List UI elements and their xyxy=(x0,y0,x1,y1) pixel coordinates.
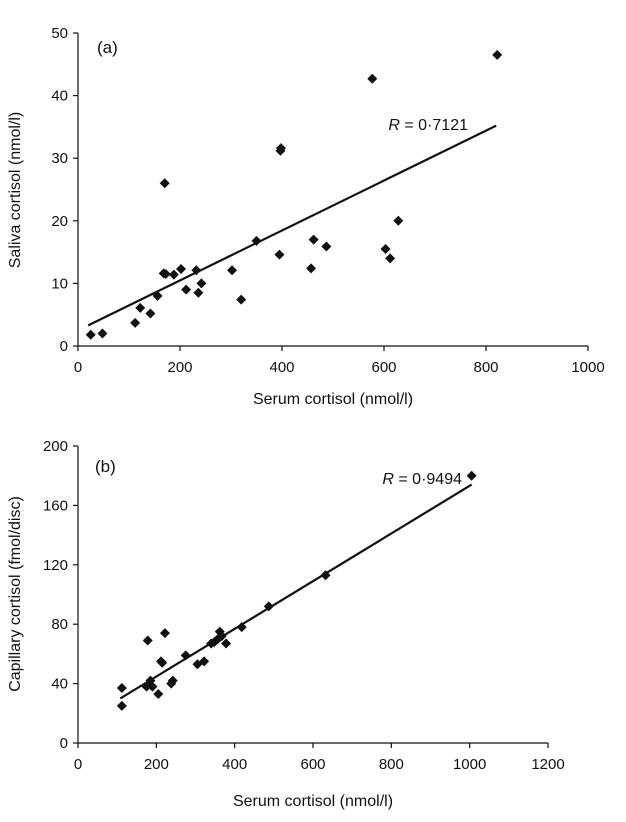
y-tick-label-a: 20 xyxy=(51,213,68,230)
data-point-b xyxy=(199,656,210,667)
panel-label-a: (a) xyxy=(97,38,118,57)
panel-label-b: (b) xyxy=(95,457,116,476)
r-value-b: = 0·9494 xyxy=(394,471,462,488)
y-axis-title-b: Capillary cortisol (fmol/disc) xyxy=(7,496,24,692)
y-tick-label-b: 120 xyxy=(43,557,68,574)
data-point-a xyxy=(160,269,171,280)
data-point-b xyxy=(320,570,331,581)
data-point-a xyxy=(492,49,503,60)
data-point-a xyxy=(306,263,317,274)
data-point-b xyxy=(216,631,227,642)
r-value-annotation-b: R = 0·9494 xyxy=(382,471,462,488)
x-tick-label-b: 400 xyxy=(222,756,247,773)
data-point-b xyxy=(153,688,164,699)
data-point-b xyxy=(221,638,232,649)
data-point-b xyxy=(116,683,127,694)
y-tick-label-a: 30 xyxy=(51,150,68,167)
data-point-a xyxy=(159,178,170,189)
x-axis-title-a: Serum cortisol (nmol/l) xyxy=(253,391,413,408)
y-tick-label-b: 80 xyxy=(51,616,68,633)
y-tick-label-a: 10 xyxy=(51,275,68,292)
data-point-b xyxy=(142,635,153,646)
y-tick-label-b: 160 xyxy=(43,497,68,514)
x-tick-label-b: 800 xyxy=(379,756,404,773)
data-point-b xyxy=(236,622,247,633)
trendline-a xyxy=(87,124,497,327)
x-tick-label-a: 400 xyxy=(269,359,294,376)
data-point-b xyxy=(167,675,178,686)
y-tick-label-a: 0 xyxy=(60,338,68,355)
x-tick-label-b: 0 xyxy=(74,756,82,773)
data-point-a xyxy=(135,302,146,313)
y-axis-title-a: Saliva cortisol (nmol/l) xyxy=(7,112,24,268)
r-value-annotation-a: R = 0·7121 xyxy=(388,117,468,134)
data-point-b xyxy=(180,650,191,661)
x-tick-label-a: 800 xyxy=(473,359,498,376)
chart-panel-b: 0 200 400 600 800 1000 1200 0 40 80 120 160 200 Serum… xyxy=(7,438,565,810)
data-point-b xyxy=(263,601,274,612)
data-point-a xyxy=(385,253,396,264)
data-point-a xyxy=(236,294,247,305)
data-point-a xyxy=(393,215,404,226)
trendline-b xyxy=(119,483,473,700)
data-point-a xyxy=(152,290,163,301)
y-tick-label-a: 50 xyxy=(51,25,68,42)
x-tick-label-a: 0 xyxy=(74,359,82,376)
data-point-b xyxy=(466,470,477,481)
data-point-a xyxy=(181,284,192,295)
x-axis-title-b: Serum cortisol (nmol/l) xyxy=(233,793,393,810)
data-point-a xyxy=(308,234,319,245)
data-point-a xyxy=(193,287,204,298)
data-point-b xyxy=(157,657,168,668)
data-point-a xyxy=(367,73,378,84)
data-point-a xyxy=(251,235,262,246)
data-point-a xyxy=(380,243,391,254)
data-point-a xyxy=(274,249,285,260)
data-point-b xyxy=(116,700,127,711)
x-tick-label-a: 600 xyxy=(371,359,396,376)
x-tick-label-a: 200 xyxy=(167,359,192,376)
data-point-a xyxy=(97,328,108,339)
data-point-a xyxy=(191,265,202,276)
data-point-a xyxy=(321,241,332,252)
r-symbol-b: R xyxy=(382,471,394,488)
data-point-b xyxy=(147,681,158,692)
data-point-a xyxy=(145,308,156,319)
x-tick-label-b: 200 xyxy=(144,756,169,773)
data-point-a xyxy=(275,143,286,154)
data-point-a xyxy=(227,265,238,276)
x-tick-label-a: 1000 xyxy=(571,359,604,376)
data-point-a xyxy=(168,269,179,280)
chart-panel-a: 0 200 400 600 800 1000 0 10 20 30 40 50 Serum cortis… xyxy=(7,25,605,408)
data-point-a xyxy=(196,278,207,289)
y-tick-label-a: 40 xyxy=(51,88,68,105)
y-tick-label-b: 40 xyxy=(51,676,68,693)
data-point-a xyxy=(176,264,187,275)
x-tick-label-b: 1000 xyxy=(453,756,486,773)
data-point-a xyxy=(130,317,141,328)
r-symbol-a: R xyxy=(388,117,400,134)
data-point-b xyxy=(159,628,170,639)
x-tick-label-b: 600 xyxy=(300,756,325,773)
x-tick-label-b: 1200 xyxy=(531,756,564,773)
data-point-a xyxy=(85,329,96,340)
y-tick-label-b: 200 xyxy=(43,438,68,455)
r-value-a: = 0·7121 xyxy=(400,117,468,134)
y-tick-label-b: 0 xyxy=(60,735,68,752)
